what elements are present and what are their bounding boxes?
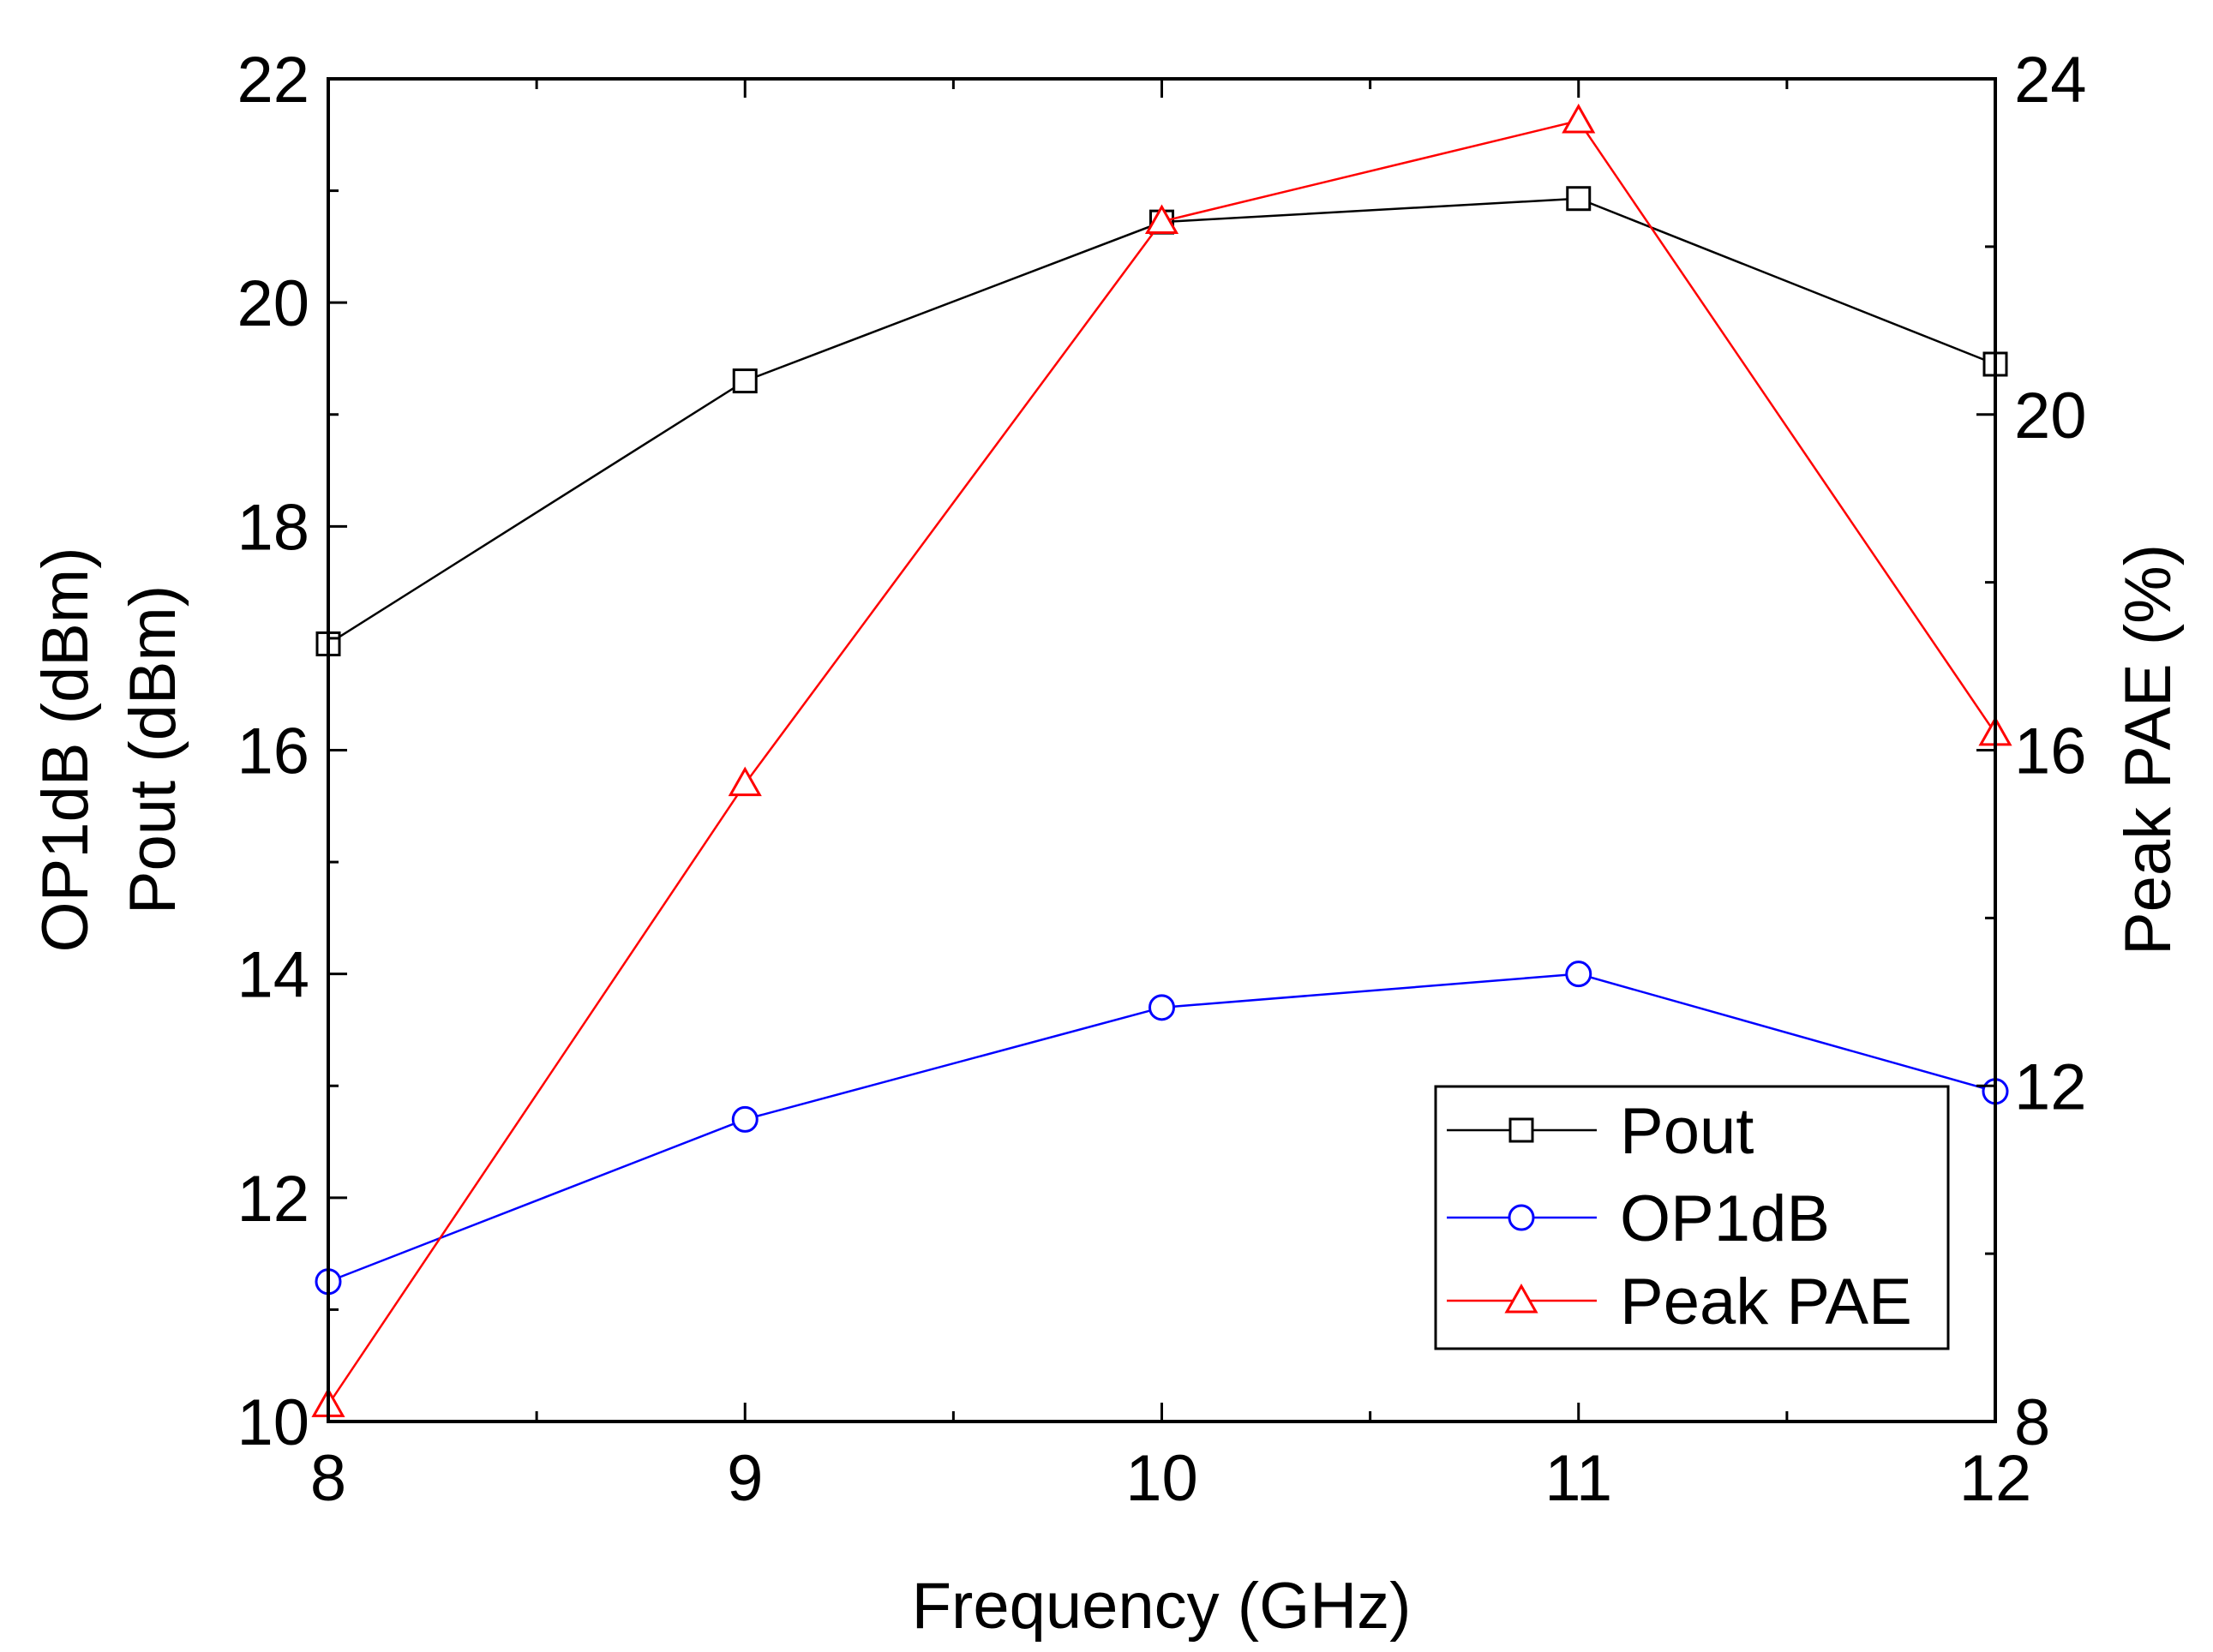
legend-label-pout: Pout [1620, 1095, 1754, 1168]
legend: Pout OP1dB Peak PAE [1434, 1085, 1950, 1350]
y-left-axis-title-line2: Pout (dBm) [117, 585, 189, 914]
tick-layer [327, 77, 1997, 1423]
y-left-tick-label: 20 [237, 267, 309, 340]
x-tick-label: 10 [1125, 1442, 1198, 1515]
data-point-peak-pae [728, 766, 762, 797]
data-point-op1db [731, 1105, 759, 1133]
y-right-tick-label: 20 [2014, 380, 2087, 452]
y-right-tick-label: 24 [2014, 44, 2087, 117]
x-tick-label: 9 [727, 1442, 763, 1515]
data-point-op1db [1565, 961, 1592, 988]
y-right-axis-title: Peak PAE (%) [2112, 544, 2185, 955]
legend-marker-peak-pae [1504, 1283, 1538, 1314]
legend-marker-op1db [1508, 1204, 1535, 1231]
data-point-peak-pae [1144, 204, 1179, 234]
y-left-tick-label: 10 [237, 1386, 309, 1459]
legend-marker-shape-peak-pae [1504, 1283, 1538, 1314]
series-layer [311, 103, 2012, 1417]
y-left-tick-label: 18 [237, 491, 309, 564]
x-axis-title: Frequency (GHz) [912, 1570, 1412, 1643]
x-tick-label: 12 [1959, 1442, 2032, 1515]
legend-marker-pout [1508, 1117, 1534, 1143]
x-tick-label: 11 [1544, 1442, 1612, 1515]
y-right-tick-label: 16 [2014, 715, 2087, 788]
x-tick-label: 8 [310, 1442, 346, 1515]
data-point-op1db [1148, 994, 1175, 1021]
y-left-tick-label: 12 [237, 1163, 309, 1236]
y-right-tick-label: 8 [2014, 1386, 2050, 1459]
legend-marker-shape-pout [1508, 1117, 1534, 1143]
data-point-pout [732, 368, 758, 394]
legend-marker-shape-op1db [1508, 1204, 1535, 1231]
y-left-tick-label: 22 [237, 44, 309, 117]
y-right-tick-label: 12 [2014, 1050, 2087, 1123]
legend-label-op1db: OP1dB [1620, 1182, 1830, 1255]
data-point-peak-pae [1562, 103, 1596, 134]
y-left-axis-title-line1: OP1dB (dBm) [29, 547, 102, 952]
y-left-tick-label: 16 [237, 715, 309, 788]
data-point-pout [1566, 186, 1592, 212]
series-line-pout [327, 197, 1996, 645]
legend-label-peak-pae: Peak PAE [1620, 1266, 1912, 1338]
y-left-tick-label: 14 [237, 939, 309, 1012]
